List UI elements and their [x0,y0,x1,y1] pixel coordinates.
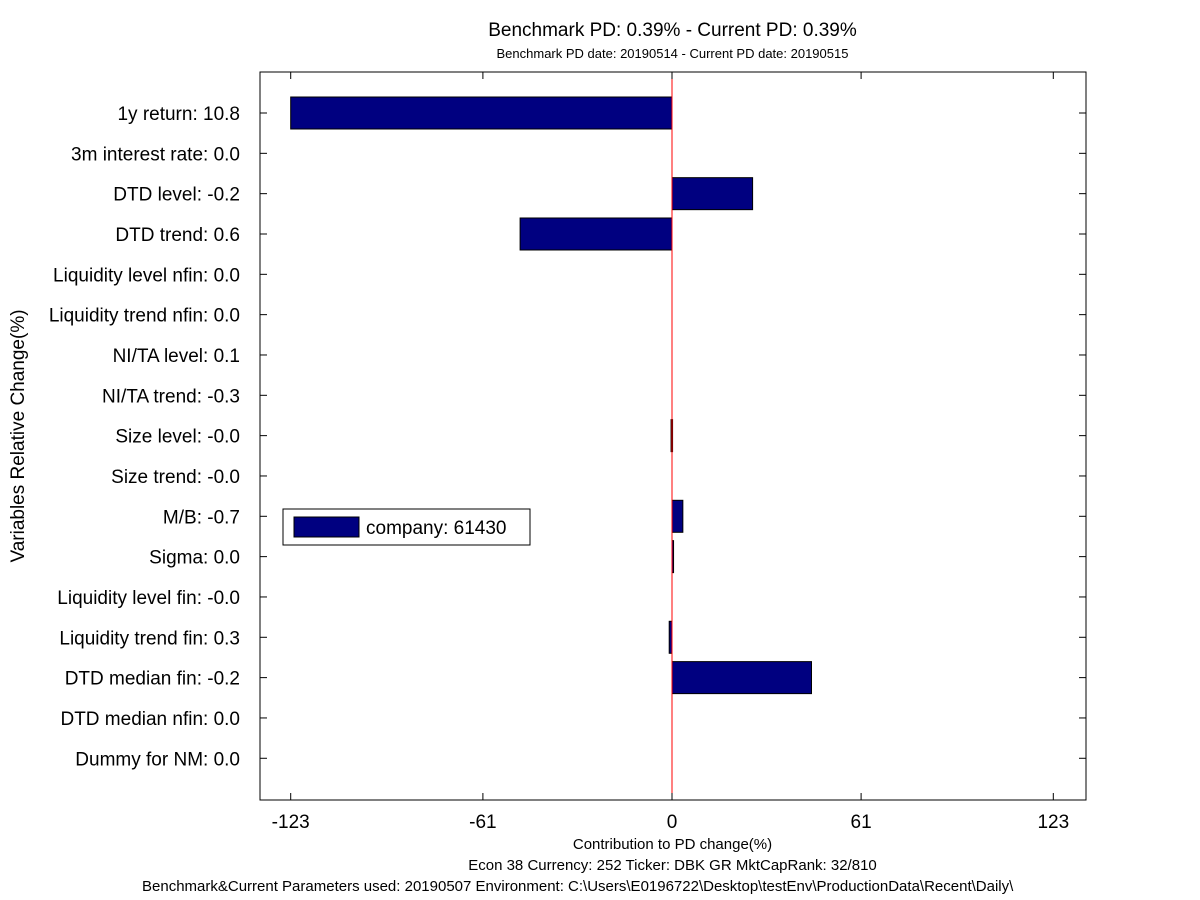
y-tick-label: NI/TA trend: -0.3 [102,386,240,407]
y-tick-label: 1y return: 10.8 [117,104,240,125]
y-tick-label: DTD median fin: -0.2 [65,669,240,690]
bar [671,177,754,211]
y-tick-label: DTD median nfin: 0.0 [60,709,240,730]
y-tick-label: DTD level: -0.2 [113,185,240,206]
x-tick-label: 0 [667,812,678,833]
y-tick-label: Sigma: 0.0 [149,548,240,569]
y-tick-label: DTD trend: 0.6 [115,225,240,246]
x-tick-label: -123 [272,812,310,833]
y-tick-label: Dummy for NM: 0.0 [75,749,240,770]
y-ticks-layer: 1y return: 10.8 3m interest rate: 0.0 DTD … [49,104,1086,770]
footer-parameters-line: Benchmark&Current Parameters used: 20190… [142,878,1014,895]
bar [519,217,673,251]
y-tick-label: NI/TA level: 0.1 [113,346,240,367]
y-tick-label: M/B: -0.7 [163,507,240,528]
bar [671,661,812,695]
y-tick-label: Liquidity level nfin: 0.0 [53,265,240,286]
x-ticks-layer: -123 -61 0 61 123 [272,72,1069,833]
footer-info-line: Econ 38 Currency: 252 Ticker: DBK GR Mkt… [468,857,877,874]
bar [671,499,684,533]
bar [290,96,673,130]
legend-label: company: 61430 [366,518,507,539]
chart-title: Benchmark PD: 0.39% - Current PD: 0.39% [488,20,857,41]
x-tick-label: -61 [469,812,496,833]
y-tick-label: Liquidity trend nfin: 0.0 [49,306,240,327]
legend: company: 61430 [282,508,531,546]
y-tick-label: Liquidity level fin: -0.0 [57,588,240,609]
y-tick-label: Size level: -0.0 [115,427,240,448]
legend-swatch [293,516,360,538]
x-tick-label: 123 [1037,812,1069,833]
x-tick-label: 61 [851,812,872,833]
y-tick-label: Liquidity trend fin: 0.3 [59,628,240,649]
chart-subtitle: Benchmark PD date: 20190514 - Current PD… [496,46,849,61]
x-axis-label: Contribution to PD change(%) [572,836,773,853]
y-tick-label: 3m interest rate: 0.0 [71,144,240,165]
y-tick-label: Size trend: -0.0 [111,467,240,488]
